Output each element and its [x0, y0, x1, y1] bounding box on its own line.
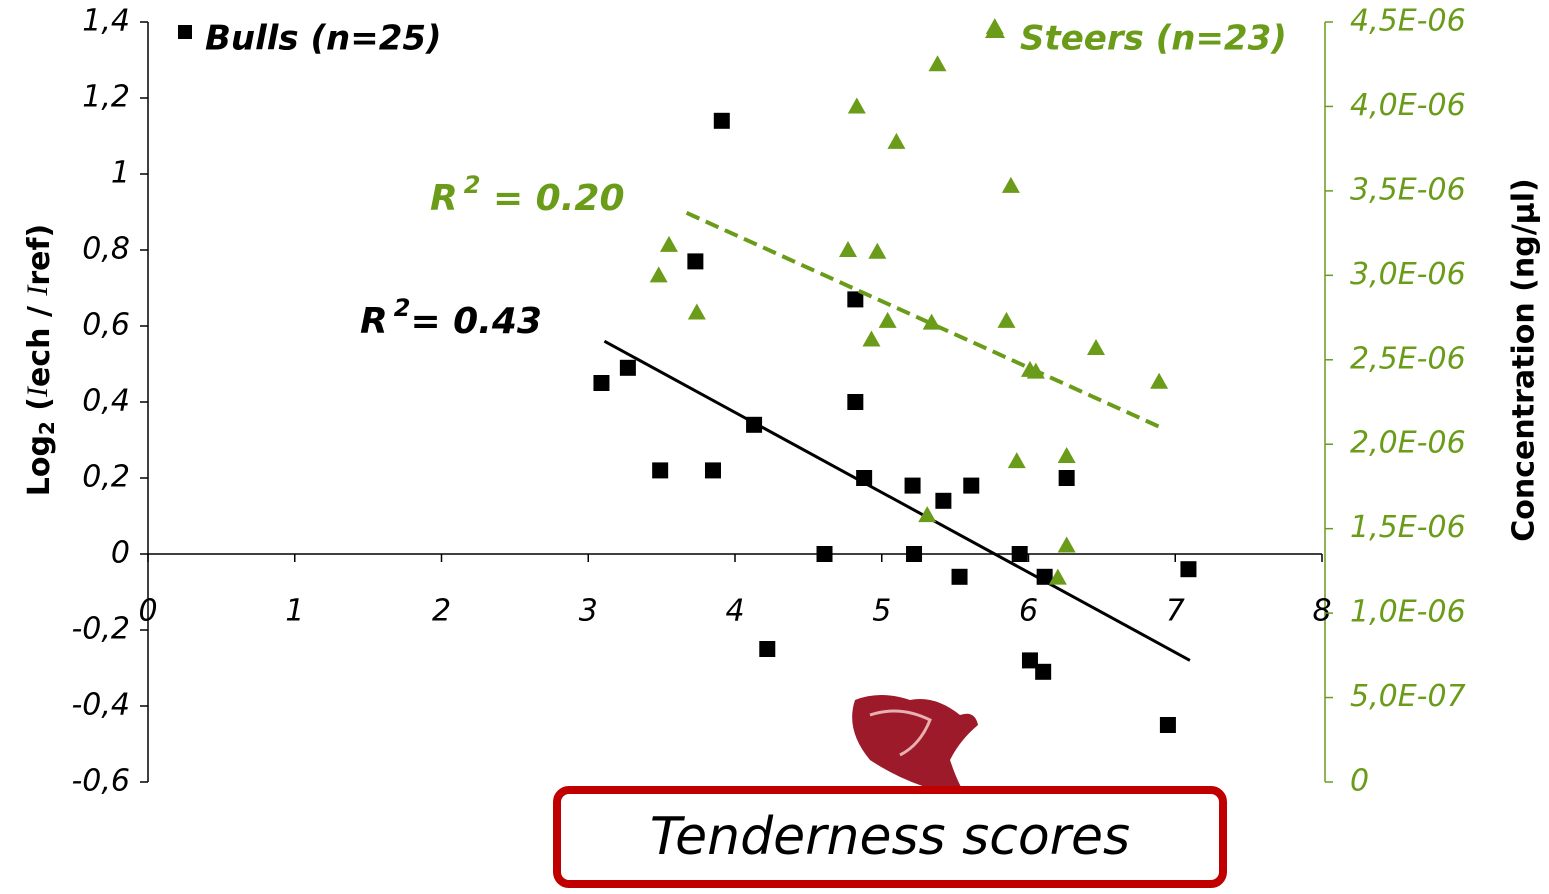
x-tick-label: 1: [285, 594, 304, 629]
point: [905, 478, 921, 494]
y-tick-label: 0,2: [82, 460, 130, 495]
point: [935, 493, 951, 509]
y-tick-label: 0,8: [82, 232, 130, 267]
meat-icon: [852, 695, 978, 801]
point: [705, 462, 721, 478]
point: [847, 394, 863, 410]
point: [906, 546, 922, 562]
point: [839, 241, 857, 257]
y2-tick-label: 3,0E-06: [1350, 257, 1466, 292]
point: [1058, 537, 1076, 553]
y2-tick-label: 0: [1350, 764, 1369, 799]
point: [660, 236, 678, 252]
legend-label: Steers (n=23): [1020, 19, 1287, 59]
point: [862, 331, 880, 347]
point: [1150, 373, 1168, 389]
y2-axis-label: Concentration (ng/µl): [1507, 178, 1542, 541]
axis-labels: Log2 (Iech / Iref) Concentration (ng/µl): [21, 178, 1542, 541]
y2-tick-label: 1,0E-06: [1350, 595, 1466, 630]
point: [759, 641, 775, 657]
point: [1087, 339, 1105, 355]
point: [688, 303, 706, 319]
x-tick-label: 0: [138, 594, 157, 629]
y2-tick-label: 2,0E-06: [1350, 426, 1466, 461]
y-tick-label: 1: [111, 156, 130, 191]
r2-exponent: 2: [464, 171, 481, 199]
point: [650, 266, 668, 282]
point: [879, 312, 897, 328]
point: [652, 462, 668, 478]
y-tick-label: 1,2: [82, 80, 130, 115]
point: [1180, 561, 1196, 577]
y2-tick-label: 4,0E-06: [1350, 88, 1466, 123]
r2-prefix: R: [360, 301, 388, 342]
point: [593, 375, 609, 391]
point: [687, 253, 703, 269]
y2-tick-label: 2,5E-06: [1350, 341, 1466, 376]
x-tick-label: 4: [725, 594, 744, 629]
x-tick-label: 7: [1166, 594, 1185, 629]
point: [963, 478, 979, 494]
point: [952, 569, 968, 585]
point: [997, 312, 1015, 328]
chart: Log2 (Iech / Iref) Concentration (ng/µl)…: [0, 0, 1549, 890]
r2-text: = 0.20: [480, 178, 624, 219]
point: [1035, 664, 1051, 680]
point: [620, 360, 636, 376]
y2-tick-label: 4,5E-06: [1350, 4, 1466, 39]
y-label-part: ref): [22, 224, 57, 286]
y2-tick-label: 3,5E-06: [1350, 172, 1466, 207]
point: [817, 546, 833, 562]
y-tick-label: -0,6: [71, 764, 130, 799]
y-label-part: Log: [22, 435, 57, 496]
legend-marker: [985, 21, 1005, 38]
y-tick-label: 1,4: [82, 4, 130, 39]
point: [848, 97, 866, 113]
r2-prefix: R: [430, 178, 458, 219]
point: [868, 243, 886, 259]
trendline: [604, 341, 1190, 660]
point: [929, 55, 947, 71]
point: [714, 113, 730, 129]
point: [1160, 717, 1176, 733]
y-tick-label: 0: [111, 536, 130, 571]
point: [1008, 452, 1026, 468]
y-tick-label: -0,4: [71, 688, 130, 723]
y-tick-label: -0,2: [71, 612, 130, 647]
y-tick-label: 0,4: [82, 384, 130, 419]
y-axis-label: Log2 (Iech / Iref): [21, 224, 59, 497]
y2-tick-label: 1,5E-06: [1350, 510, 1466, 545]
y-label-sub: 2: [35, 421, 59, 435]
y-label-part: (: [22, 397, 57, 421]
x-tick-label: 6: [1019, 594, 1038, 629]
y-tick-label: 0,6: [82, 308, 130, 343]
point: [887, 133, 905, 149]
point: [1002, 177, 1020, 193]
point: [1059, 470, 1075, 486]
meat: [852, 695, 978, 801]
legend-marker: [178, 25, 192, 39]
r2-exponent: 2: [394, 294, 411, 322]
y2-tick-label: 5,0E-07: [1350, 679, 1466, 714]
point: [1012, 546, 1028, 562]
x-tick-label: 3: [579, 594, 598, 629]
x-axis-label: Tenderness scores: [650, 807, 1130, 867]
x-tick-label: 2: [432, 594, 451, 629]
x-tick-label: 5: [872, 594, 891, 629]
x-tick-label: 8: [1312, 594, 1331, 629]
trendline: [687, 213, 1161, 427]
legend-label: Bulls (n=25): [205, 19, 442, 59]
r2-text: = 0.43: [410, 301, 542, 342]
y-label-part: ech /: [22, 296, 57, 387]
point: [1058, 447, 1076, 463]
